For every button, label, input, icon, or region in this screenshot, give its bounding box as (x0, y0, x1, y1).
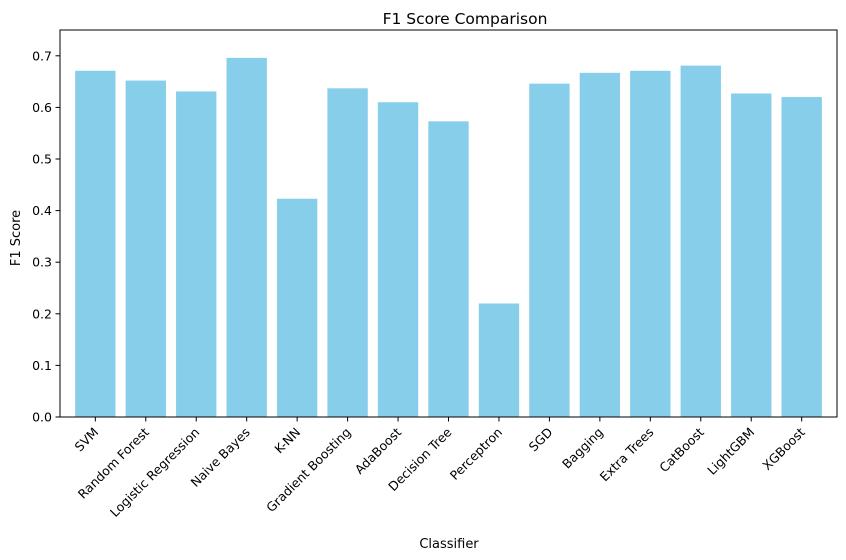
bar-random-forest (125, 80, 166, 418)
bar-xgboost (781, 97, 822, 417)
x-tick-label: AdaBoost (352, 424, 405, 477)
x-tick-label: K-NN (271, 425, 303, 457)
x-tick-label: Bagging (559, 425, 606, 472)
bar-svm (75, 70, 116, 417)
y-tick-label: 0.5 (32, 152, 52, 167)
x-tick-label: Logistic Regression (107, 425, 202, 520)
y-tick-label: 0.6 (32, 100, 52, 115)
x-tick-label: XGBoost (759, 424, 808, 473)
x-tick-label: Gradient Boosting (263, 425, 354, 516)
y-tick-label: 0.4 (32, 203, 52, 218)
bar-k-nn (276, 198, 318, 417)
x-axis-title: Classifier (419, 537, 479, 552)
x-tick-label: SVM (72, 425, 102, 455)
bar-decision-tree (428, 121, 469, 417)
bar-gradient-boosting (327, 88, 368, 418)
bar-logistic-regression (176, 91, 217, 418)
y-tick-label: 0.7 (32, 48, 52, 63)
y-tick-label: 0.3 (32, 255, 52, 270)
bar-lightgbm (731, 93, 772, 417)
x-tick-label: CatBoost (656, 424, 707, 475)
bar-catboost (680, 65, 721, 417)
bar-sgd (529, 83, 570, 417)
x-tick-label: SGD (526, 425, 556, 455)
y-tick-label: 0.1 (32, 358, 52, 373)
bar-extra-trees (630, 70, 671, 417)
bar-naive-bayes (226, 57, 267, 417)
bars (75, 57, 822, 418)
plot-frame (59, 29, 838, 418)
y-axis-title: F1 Score (9, 210, 24, 266)
bar-perceptron (478, 303, 520, 417)
chart-title: F1 Score Comparison (383, 10, 548, 28)
bar-bagging (579, 72, 621, 417)
y-tick-label: 0.2 (32, 306, 52, 321)
x-tick-label: LightGBM (704, 425, 757, 478)
x-tick-label: Perceptron (447, 425, 505, 483)
y-axis: 0.0 0.1 0.2 0.3 0.4 0.5 0.6 0.7 (32, 48, 60, 425)
y-tick-label: 0.0 (32, 410, 52, 425)
x-tick-label: Extra Trees (597, 425, 657, 485)
bar-adaboost (377, 102, 419, 418)
